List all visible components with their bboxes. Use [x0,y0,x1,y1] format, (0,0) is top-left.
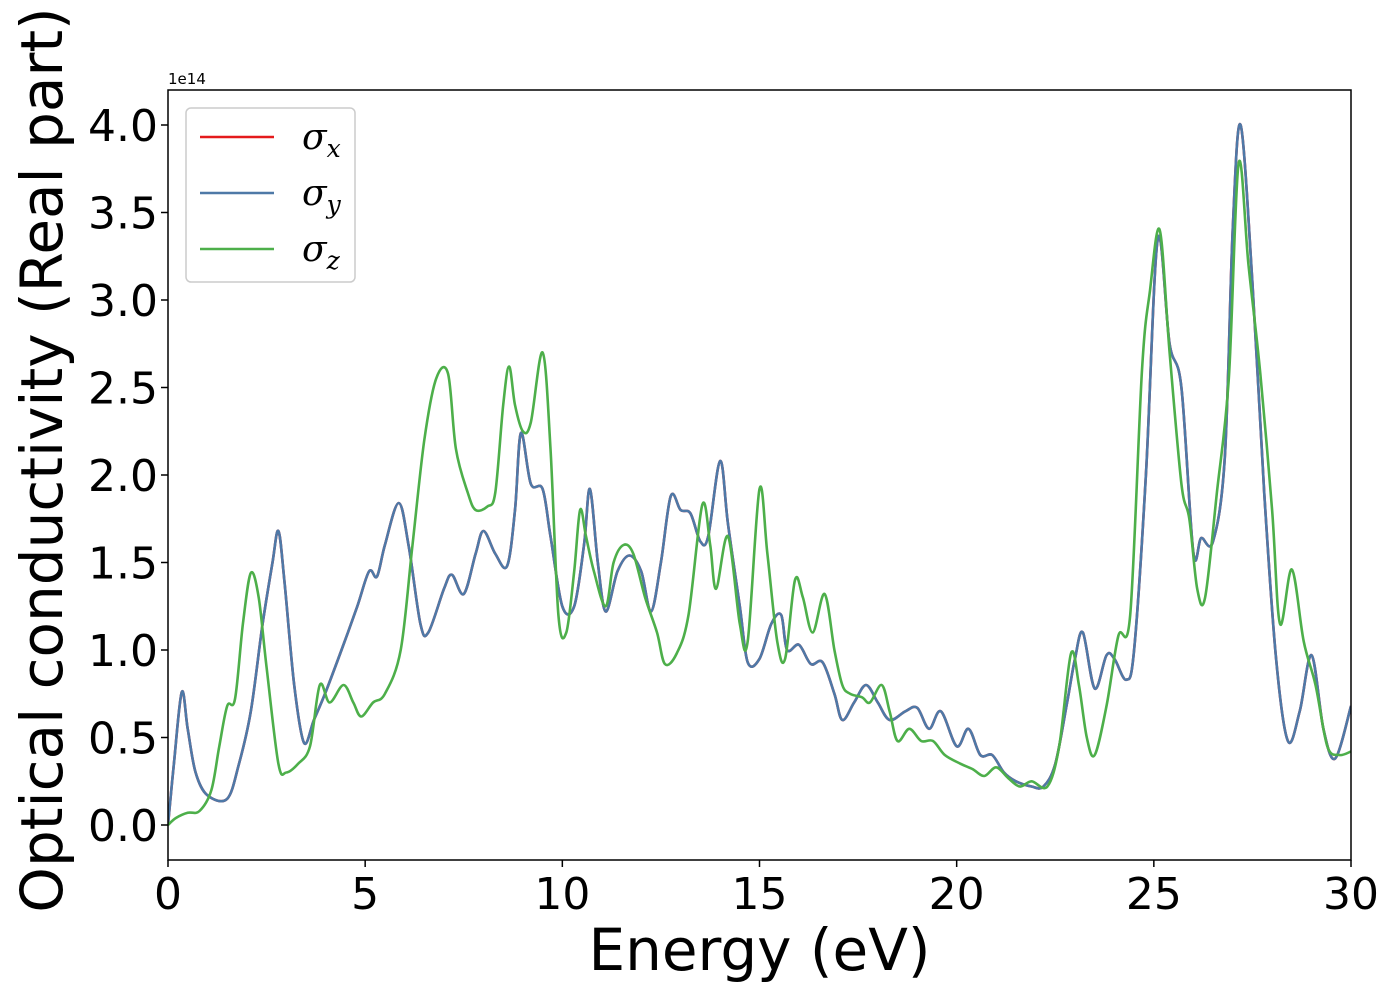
y-tick-label: 1.5 [88,539,158,590]
y-axis-label: Optical conductivity (Real part) [8,7,76,912]
legend-label-z: σz [302,229,341,275]
x-tick-label: 5 [351,869,379,920]
y-tick-label: 2.0 [88,451,158,502]
legend-label-y: σy [302,173,342,219]
x-axis-label: Energy (eV) [588,916,930,984]
y-tick-label: 4.0 [88,101,158,152]
ticks-layer: 0 5 10 15 20 25 30 0.0 0.5 1.0 1.5 2.0 2.5 3.0 3.5 4.0 [88,101,1379,920]
x-tick-label: 30 [1323,869,1379,920]
series-layer [168,122,1351,826]
series-line-y [168,122,1351,826]
y-tick-label: 0.0 [88,801,158,852]
y-tick-label: 3.0 [88,276,158,327]
y-offset-label: 1e14 [168,70,206,88]
legend: σx σy σz [185,107,356,283]
y-tick-label: 2.5 [88,364,158,415]
y-tick-label: 1.0 [88,626,158,677]
y-tick-label: 3.5 [88,189,158,240]
y-tick-label: 0.5 [88,714,158,765]
x-tick-label: 25 [1126,869,1182,920]
x-tick-label: 20 [929,869,985,920]
x-tick-label: 0 [154,869,182,920]
x-tick-label: 15 [732,869,788,920]
x-tick-label: 10 [534,869,590,920]
series-line-z [168,159,1351,826]
legend-box [185,107,356,283]
legend-label-x: σx [302,117,341,163]
